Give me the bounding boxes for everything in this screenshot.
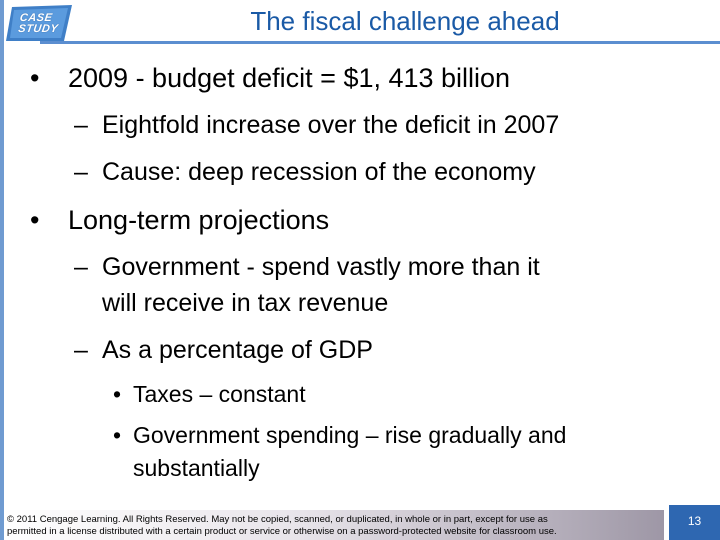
bullet-marker: • [30,63,40,93]
sub-sub-bullet-text: Taxes – constant [133,381,306,407]
dash-marker: – [74,253,88,281]
dash-marker: – [74,158,88,186]
sub-bullet-3: – Government - spend vastly more than it [74,253,540,282]
sub-bullet-3-continuation: will receive in tax revenue [102,289,389,317]
bullet-2: • Long-term projections [30,205,329,236]
sub-sub-bullet-2-continuation: substantially [133,455,260,481]
bullet-text: 2009 - budget deficit = $1, 413 billion [68,63,511,93]
bullet-marker: • [113,381,122,407]
bullet-1: • 2009 - budget deficit = $1, 413 billion [30,63,510,94]
page-number: 13 [687,514,702,528]
sub-bullet-text: Government - spend vastly more than it [102,253,540,281]
dash-marker: – [74,111,88,139]
dash-marker: – [74,336,88,364]
sub-bullet-text: Eightfold increase over the deficit in 2… [102,111,560,139]
bullet-text: Long-term projections [68,205,330,235]
copyright-footer: © 2011 Cengage Learning. All Rights Rese… [4,510,664,540]
sub-bullet-2: – Cause: deep recession of the economy [74,158,536,187]
title-underline [40,41,720,44]
bullet-marker: • [30,205,40,235]
sub-bullet-4: – As a percentage of GDP [74,336,373,365]
bullet-marker: • [113,422,122,448]
sub-bullet-1: – Eightfold increase over the deficit in … [74,111,559,140]
page-number-box: 13 [669,505,720,540]
case-study-logo: CASE STUDY [4,3,74,43]
copyright-line-1: © 2011 Cengage Learning. All Rights Rese… [7,514,548,525]
sub-sub-bullet-1: • Taxes – constant [113,381,306,408]
slide-title: The fiscal challenge ahead [250,6,560,36]
copyright-text: © 2011 Cengage Learning. All Rights Rese… [7,514,667,538]
sub-sub-bullet-2: • Government spending – rise gradually an… [113,422,566,449]
sub-bullet-text: As a percentage of GDP [102,336,373,364]
copyright-line-2: permitted in a license distributed with … [7,526,557,537]
left-accent-bar [0,0,4,540]
sub-bullet-text: Cause: deep recession of the economy [102,158,536,186]
case-study-badge-icon [6,5,72,41]
slide-header: CASE STUDY The fiscal challenge ahead [0,0,720,44]
sub-sub-bullet-text: Government spending – rise gradually and [133,422,567,448]
